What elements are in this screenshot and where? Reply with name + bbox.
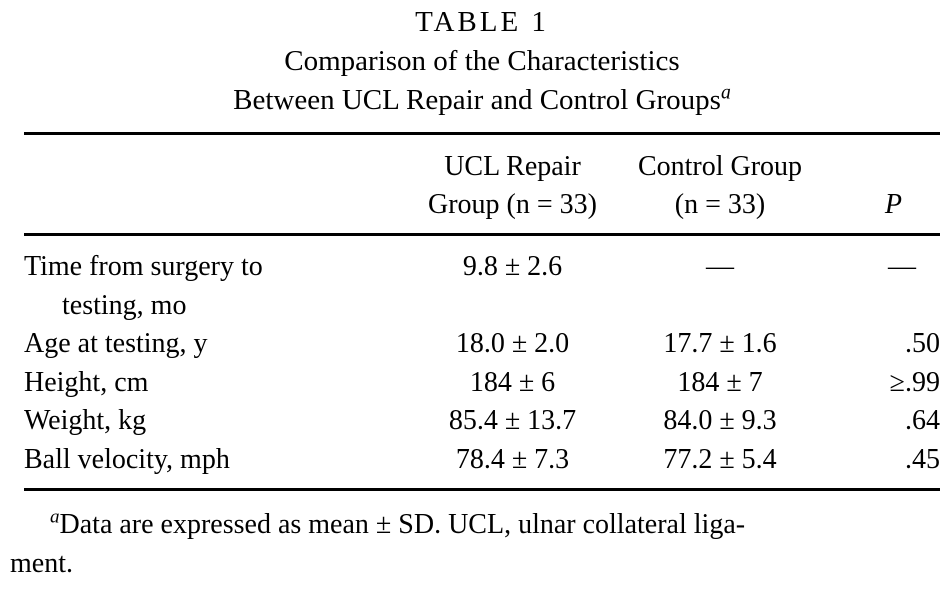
header-row: UCL Repair Group (n = 33) Control Group (n… [24,134,940,235]
table-footnote: aData are expressed as mean ± SD. UCL, u… [10,505,938,583]
row-label-line1: Time from surgery to [24,251,263,282]
cell-ucl-repair: 85.4 ± 13.7 [448,405,577,436]
cell-control: — [706,251,734,282]
row-label: Time from surgery to testing, mo [24,235,410,326]
cell-p: .45 [905,443,940,475]
header-control-line2: (n = 33) [674,189,766,220]
footnote-text-line2: ment. [10,548,73,579]
comparison-table: UCL Repair Group (n = 33) Control Group (n… [24,132,940,491]
table-header: UCL Repair Group (n = 33) Control Group (n… [24,134,940,235]
row-label: Weight, kg [24,405,147,436]
cell-p: .50 [905,328,940,359]
cell-ucl-repair: 184 ± 6 [469,366,556,398]
row-label-line2: testing, mo [62,289,187,321]
caption-line-1: Comparison of the Characteristics [284,45,680,77]
cell-control: 184 ± 7 [677,366,763,398]
cell-control: 84.0 ± 9.3 [663,405,777,436]
cell-ucl-repair: 78.4 ± 7.3 [455,443,570,475]
header-control-group: Control Group (n = 33) [615,134,825,235]
header-ucl-repair-line2: Group (n = 33) [428,189,597,220]
header-ucl-repair-line1: UCL Repair [444,151,581,182]
header-p-value: P [884,189,902,220]
table-row-ball-velocity: Ball velocity, mph 78.4 ± 7.3 77.2 ± 5.4… [24,441,940,490]
caption-line-2: Between UCL Repair and Control Groupsa [24,81,940,120]
header-control-line1: Control Group [637,151,803,182]
table-row-weight: Weight, kg 85.4 ± 13.7 84.0 ± 9.3 .64 [24,402,940,441]
cell-control: 17.7 ± 1.6 [663,328,777,359]
table-number: TABLE 1 [415,6,549,38]
cell-ucl-repair: 18.0 ± 2.0 [455,328,570,359]
table-row-time-from-surgery: Time from surgery to testing, mo 9.8 ± 2.… [24,235,940,326]
table-caption: TABLE 1 Comparison of the Characteristic… [24,0,940,120]
table-row-age: Age at testing, y 18.0 ± 2.0 17.7 ± 1.6 … [24,325,940,364]
footnote-marker: a [50,506,60,528]
cell-ucl-repair: 9.8 ± 2.6 [462,251,563,282]
cell-p: — [825,235,940,326]
row-label: Ball velocity, mph [24,443,230,475]
table-body: Time from surgery to testing, mo 9.8 ± 2.… [24,235,940,490]
caption-footnote-marker: a [720,81,731,104]
cell-p: .64 [905,405,940,436]
caption-line-2-text: Between UCL Repair and Control Groups [233,84,721,116]
cell-p-value: — [888,251,916,282]
header-empty [24,134,410,235]
cell-p: ≥.99 [889,366,940,398]
footnote-text-line1: Data are expressed as mean ± SD. UCL, ul… [59,509,746,540]
table-row-height: Height, cm 184 ± 6 184 ± 7 ≥.99 [24,364,940,403]
cell-control: 77.2 ± 5.4 [663,443,777,475]
row-label: Height, cm [24,366,149,398]
row-label: Age at testing, y [24,328,208,359]
header-ucl-repair-group: UCL Repair Group (n = 33) [410,134,615,235]
